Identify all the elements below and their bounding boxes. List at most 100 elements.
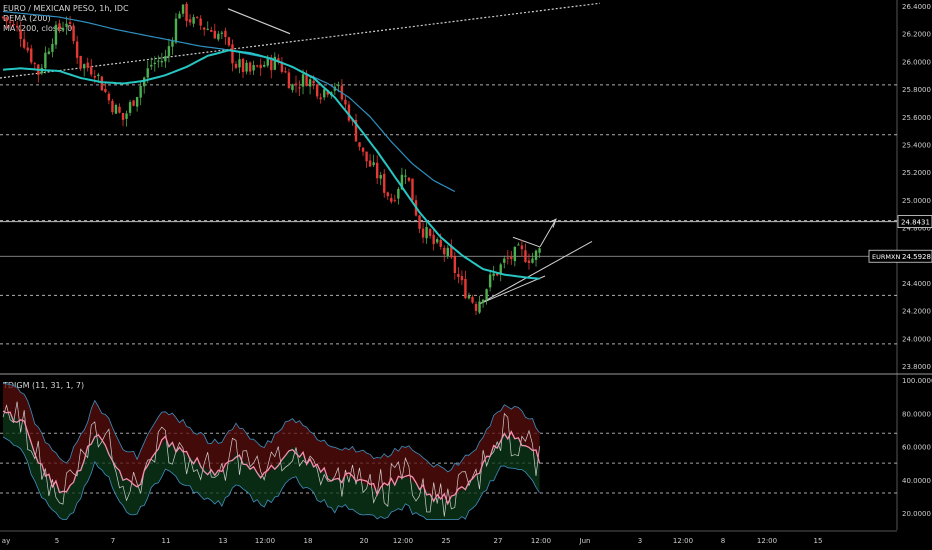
time-tick-label: 12:00	[531, 537, 551, 545]
candle-body	[312, 80, 315, 84]
candle-body	[61, 27, 65, 31]
projection-arrow-line	[539, 218, 557, 248]
candle-body	[82, 64, 86, 69]
candle-body	[485, 289, 488, 300]
candle-body	[217, 33, 220, 40]
oscillator-upper-band	[2, 382, 540, 473]
candle-body	[150, 64, 153, 67]
candle-body	[315, 84, 319, 97]
candle-body	[323, 89, 326, 98]
candle-body	[210, 30, 213, 32]
price-tick-label: 25.8000	[902, 86, 931, 94]
time-tick-label: 5	[55, 537, 59, 545]
candle-body	[467, 295, 471, 299]
candle-body	[195, 16, 199, 18]
candle-body	[488, 274, 492, 288]
candle-body	[411, 178, 414, 201]
candle-body	[428, 229, 432, 236]
candle-body	[298, 87, 301, 89]
candle-body	[287, 72, 291, 89]
candle-body	[383, 173, 386, 193]
candle-body	[499, 264, 502, 275]
time-tick-label: ay	[2, 537, 10, 545]
candle-body	[450, 245, 453, 258]
candle-body	[284, 71, 287, 73]
candle-body	[386, 192, 389, 197]
candle-body	[425, 226, 428, 239]
price-tick-label: 25.2000	[902, 169, 931, 177]
candle-body	[368, 160, 372, 167]
candle-body	[248, 62, 252, 72]
candle-body	[375, 162, 379, 179]
candle-body	[234, 63, 238, 68]
candle-body	[192, 17, 195, 24]
time-tick-label: 8	[721, 537, 725, 545]
candle-body	[227, 37, 231, 46]
candle-body	[241, 58, 245, 73]
chart-legend-oscillator: TDIGM (11, 31, 1, 7)	[3, 381, 84, 391]
candle-body	[174, 18, 178, 43]
candle-body	[26, 47, 29, 51]
candle-body	[157, 60, 160, 62]
candle-body	[510, 256, 513, 260]
time-tick-label: 12:00	[757, 537, 777, 545]
candle-body	[255, 65, 259, 67]
candle-body	[153, 62, 156, 65]
candle-body	[97, 74, 100, 77]
candle-body	[44, 52, 47, 69]
candle-body	[86, 62, 89, 68]
candle-body	[90, 66, 93, 75]
price-tick-label: 25.4000	[902, 141, 931, 149]
candle-body	[171, 41, 174, 47]
candle-body	[478, 301, 481, 313]
oscillator-tick-label: 40.0000	[902, 477, 931, 485]
price-tick-label: 24.8000	[902, 225, 931, 233]
price-tick-label: 23.8000	[902, 363, 931, 371]
candle-body	[263, 64, 266, 67]
candle-body	[111, 100, 114, 113]
candle-body	[1, 16, 5, 18]
candle-body	[531, 258, 534, 263]
dema-legend[interactable]: DEMA (200)	[3, 14, 51, 23]
candle-body	[354, 119, 358, 142]
candle-body	[390, 197, 393, 202]
support-trendline	[479, 240, 593, 305]
candle-body	[259, 64, 262, 69]
candle-body	[520, 245, 524, 250]
oscillator-tick-label: 60.0000	[902, 444, 931, 452]
candle-body	[54, 24, 58, 45]
time-tick-label: 15	[814, 537, 823, 545]
candle-body	[418, 215, 421, 229]
time-tick-label: 27	[494, 537, 503, 545]
price-tick-label: 26.4000	[902, 3, 931, 11]
candle-body	[132, 100, 135, 106]
candle-body	[185, 3, 188, 21]
price-tick-label: 25.6000	[902, 114, 931, 122]
oscillator-title[interactable]: TDIGM (11, 31, 1, 7)	[3, 381, 85, 390]
candle-body	[5, 17, 8, 22]
projection-arrow-head	[549, 218, 557, 228]
candle-body	[503, 258, 506, 263]
candle-body	[435, 239, 439, 243]
candle-body	[496, 273, 499, 276]
candle-body	[527, 260, 531, 263]
ma-legend[interactable]: MA (200, close, 0)	[3, 24, 76, 33]
price-tick-label: 26.0000	[902, 58, 931, 66]
candle-body	[245, 62, 248, 72]
candle-body	[358, 142, 361, 147]
current-price-badge	[868, 249, 932, 263]
price-tick-label: 24.0000	[902, 335, 931, 343]
candle-body	[19, 29, 22, 40]
candle-body	[337, 84, 340, 86]
time-tick-label: 18	[304, 537, 313, 545]
time-tick-label: 20	[360, 537, 369, 545]
candle-body	[203, 27, 206, 30]
symbol-title[interactable]: EURO / MEXICAN PESO, 1h, IDC	[3, 4, 129, 13]
candle-body	[188, 19, 192, 23]
candle-body	[224, 30, 227, 37]
candle-body	[432, 234, 435, 245]
chart-legend-main: EURO / MEXICAN PESO, 1h, IDC DEMA (200) …	[3, 4, 129, 34]
candle-body	[143, 77, 146, 87]
time-tick-label: 13	[219, 537, 228, 545]
